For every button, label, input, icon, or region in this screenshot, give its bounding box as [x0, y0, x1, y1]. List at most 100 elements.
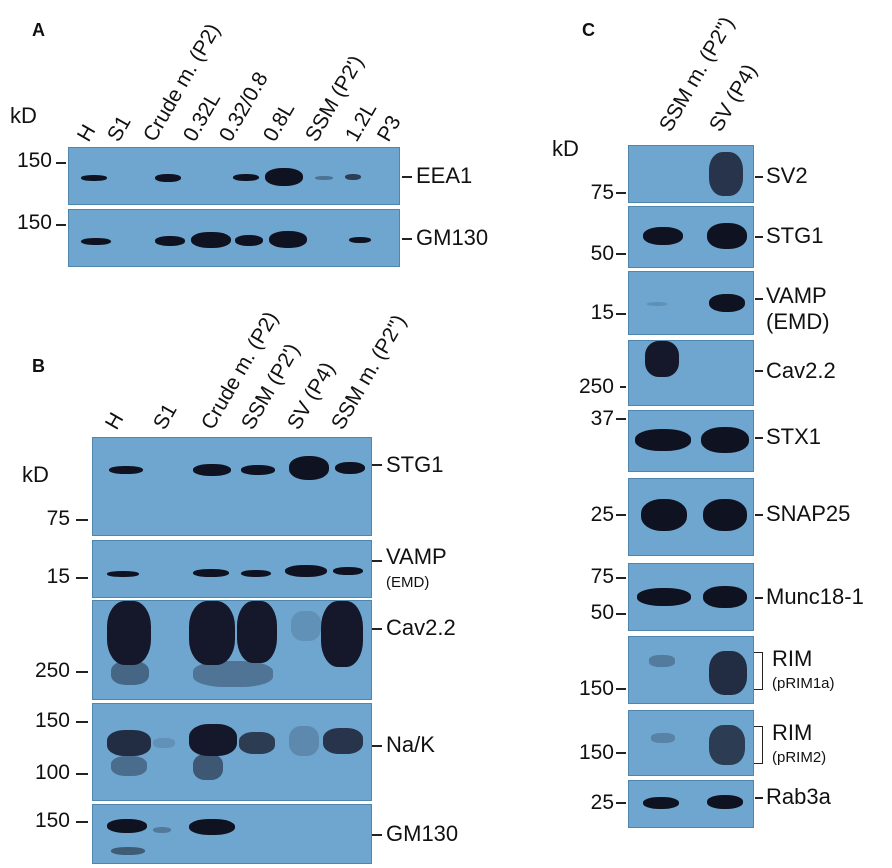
panel-b-marker-15: 15	[46, 565, 70, 588]
panel-c-marker-75b: 75	[590, 565, 614, 588]
panel-c-marker-150a: 150	[578, 677, 614, 700]
band	[635, 429, 691, 451]
band	[643, 227, 683, 245]
marker-tick	[616, 613, 626, 615]
panel-c-label-munc18: Munc18-1	[766, 584, 864, 609]
band	[189, 819, 235, 835]
panel-a-marker-150b: 150	[16, 211, 52, 234]
blot-c-sv2	[628, 145, 754, 203]
panel-a-kd-label: kD	[10, 103, 37, 128]
panel-a-lane-h: H	[72, 120, 101, 146]
panel-b-lane-ssm-m: SSM m. (P2'')	[326, 310, 411, 434]
band	[81, 175, 107, 181]
blot-tick	[755, 437, 763, 439]
band	[107, 571, 139, 577]
panel-c-marker-50b: 50	[590, 601, 614, 624]
band	[109, 466, 143, 474]
panel-b-label-stg1: STG1	[386, 452, 444, 477]
band	[345, 174, 361, 180]
blot-c-cav22	[628, 340, 754, 406]
band	[153, 738, 175, 748]
marker-tick	[76, 519, 88, 521]
panel-c-marker-25b: 25	[590, 791, 614, 814]
blot-c-rim1a	[628, 636, 754, 704]
panel-a-label-gm130: GM130	[416, 225, 489, 250]
blot-tick	[372, 628, 382, 630]
panel-c-marker-150b: 150	[578, 741, 614, 764]
blot-tick	[372, 834, 382, 836]
panel-c-sub-prim2: (pRIM2)	[772, 749, 827, 766]
band	[237, 601, 277, 663]
band	[235, 235, 263, 246]
panel-b-letter: B	[32, 356, 45, 376]
band	[269, 231, 307, 248]
band	[107, 819, 147, 833]
panel-a-marker-150a: 150	[16, 149, 52, 172]
panel-c-label-rim1: RIM	[772, 646, 813, 671]
band	[321, 601, 363, 667]
band	[111, 756, 147, 776]
marker-tick	[616, 577, 626, 579]
panel-a-lane-08l: 0.8L	[258, 98, 300, 146]
blot-tick	[755, 236, 763, 238]
band	[241, 465, 275, 475]
band	[349, 237, 371, 243]
band	[285, 565, 327, 577]
band	[709, 152, 743, 196]
band	[707, 223, 747, 249]
panel-b-sub-emd: (EMD)	[386, 574, 430, 591]
rim-bracket	[754, 652, 763, 690]
panel-c-label-rab3a: Rab3a	[766, 784, 831, 809]
blot-c-munc18	[628, 563, 754, 631]
panel-c-sub-prim1a: (pRIM1a)	[772, 675, 835, 692]
blot-tick	[372, 464, 382, 466]
panel-b-label-nak: Na/K	[386, 732, 435, 757]
marker-tick	[76, 721, 88, 723]
blot-a-eea1	[68, 147, 400, 205]
band	[81, 238, 111, 245]
panel-c-label-stx1: STX1	[766, 424, 822, 449]
marker-tick	[56, 162, 66, 164]
panel-c-label-stg1: STG1	[766, 223, 824, 248]
panel-b-lane-h: H	[100, 408, 129, 434]
band	[111, 661, 149, 685]
marker-tick	[616, 752, 626, 754]
blot-tick	[755, 176, 763, 178]
panel-c-letter: C	[582, 20, 595, 40]
panel-b-marker-150b: 150	[34, 809, 70, 832]
blot-tick	[372, 745, 382, 747]
blot-tick	[372, 560, 382, 562]
band	[291, 611, 321, 641]
panel-c-label-vamp: VAMP	[766, 283, 827, 308]
band	[189, 724, 237, 756]
panel-c-label-snap25: SNAP25	[766, 501, 851, 526]
panel-a-letter: A	[32, 20, 45, 40]
panel-a-lane-12l: 1.2L	[340, 98, 382, 146]
band	[155, 236, 185, 246]
panel-b-marker-75: 75	[46, 507, 70, 530]
band	[649, 655, 675, 667]
band	[265, 168, 303, 186]
blot-tick	[755, 514, 763, 516]
marker-tick	[616, 802, 626, 804]
band	[289, 456, 329, 480]
band	[703, 499, 747, 531]
blot-c-snap25	[628, 478, 754, 556]
band	[315, 176, 333, 180]
band	[703, 586, 747, 608]
marker-tick	[616, 313, 626, 315]
band	[153, 827, 171, 833]
blot-tick	[755, 797, 763, 799]
band	[709, 725, 745, 765]
marker-tick	[616, 514, 626, 516]
panel-c-marker-37: 37	[590, 407, 614, 430]
band	[193, 754, 223, 780]
band	[289, 726, 319, 756]
blot-tick	[402, 176, 412, 178]
blot-b-cav22	[92, 600, 372, 700]
band	[641, 499, 687, 531]
band	[193, 661, 273, 687]
band	[107, 601, 151, 665]
blot-c-vamp	[628, 271, 754, 335]
band	[233, 174, 259, 181]
